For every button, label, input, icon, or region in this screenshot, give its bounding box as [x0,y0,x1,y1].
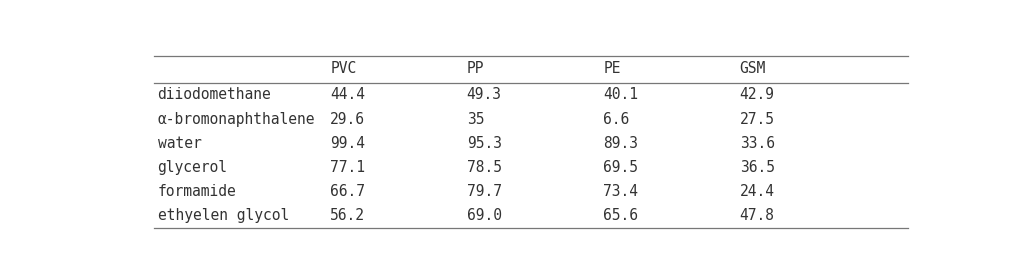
Text: PP: PP [466,61,484,76]
Text: 66.7: 66.7 [330,184,366,199]
Text: 49.3: 49.3 [466,87,501,102]
Text: 79.7: 79.7 [466,184,501,199]
Text: 33.6: 33.6 [740,136,775,151]
Text: 35: 35 [466,112,484,126]
Text: 56.2: 56.2 [330,208,366,223]
Text: formamide: formamide [157,184,236,199]
Text: diiodomethane: diiodomethane [157,87,271,102]
Text: PVC: PVC [330,61,356,76]
Text: 65.6: 65.6 [603,208,638,223]
Text: 78.5: 78.5 [466,160,501,175]
Text: 24.4: 24.4 [740,184,775,199]
Text: 73.4: 73.4 [603,184,638,199]
Text: GSM: GSM [740,61,766,76]
Text: 99.4: 99.4 [330,136,366,151]
Text: PE: PE [603,61,621,76]
Text: 47.8: 47.8 [740,208,775,223]
Text: 69.0: 69.0 [466,208,501,223]
Text: 77.1: 77.1 [330,160,366,175]
Text: glycerol: glycerol [157,160,228,175]
Text: 89.3: 89.3 [603,136,638,151]
Text: ethyelen glycol: ethyelen glycol [157,208,289,223]
Text: 42.9: 42.9 [740,87,775,102]
Text: 27.5: 27.5 [740,112,775,126]
Text: 95.3: 95.3 [466,136,501,151]
Text: α-bromonaphthalene: α-bromonaphthalene [157,112,315,126]
Text: 40.1: 40.1 [603,87,638,102]
Text: 69.5: 69.5 [603,160,638,175]
Text: 44.4: 44.4 [330,87,366,102]
Text: 36.5: 36.5 [740,160,775,175]
Text: water: water [157,136,201,151]
Text: 29.6: 29.6 [330,112,366,126]
Text: 6.6: 6.6 [603,112,630,126]
